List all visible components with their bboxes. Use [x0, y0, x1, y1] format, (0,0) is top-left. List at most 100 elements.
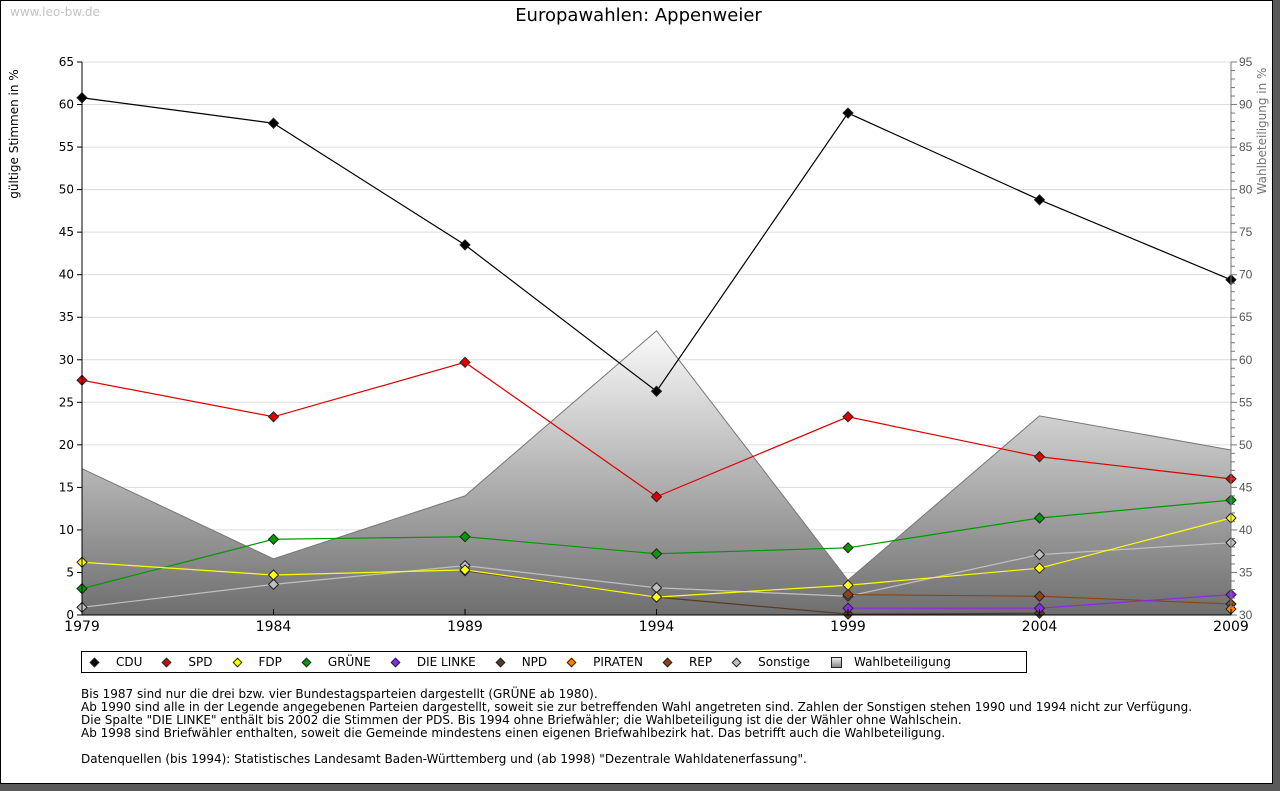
note-line: Die Spalte "DIE LINKE" enthält bis 2002 …: [81, 713, 962, 727]
turnout-area-layer: [81, 330, 1232, 615]
y-right-tick-label: 40: [1239, 523, 1253, 537]
x-tick-label: 1999: [830, 619, 866, 635]
note-line: Datenquellen (bis 1994): Statistisches L…: [81, 752, 807, 766]
legend-label: DIE LINKE: [416, 655, 476, 669]
y-right-tick-label: 85: [1239, 140, 1253, 154]
legend-diamond-icon: [662, 657, 673, 667]
data-point-fdp: [650, 591, 663, 603]
data-point-gr-ne: [650, 548, 663, 560]
data-point-spd: [842, 411, 854, 423]
y-tick-label: 45: [59, 225, 74, 239]
y-tick-label: 10: [59, 523, 74, 537]
y-axis-right-title: Wahlbeteiligung in %: [1255, 68, 1269, 195]
x-tick-label: 1994: [639, 619, 675, 635]
data-point-gr-ne: [267, 533, 280, 545]
legend-item: NPD: [495, 655, 548, 669]
data-point-sonstige: [1033, 548, 1046, 561]
y-tick-label: 55: [59, 140, 74, 154]
x-tick-label: 2009: [1213, 619, 1249, 635]
series-gr-ne: [76, 494, 1237, 595]
legend-diamond-icon: [161, 657, 172, 667]
x-tick-label: 2004: [1022, 619, 1058, 635]
legend-label: NPD: [521, 655, 548, 669]
y-tick-label: 20: [59, 438, 74, 452]
legend-diamond-icon: [566, 657, 577, 667]
series-cdu: [76, 92, 1237, 397]
note-line: Ab 1990 sind alle in der Legende angegeb…: [81, 700, 1193, 714]
legend-item: FDP: [232, 655, 282, 669]
data-point-fdp: [267, 569, 280, 581]
y-right-tick-label: 70: [1239, 268, 1253, 282]
data-point-cdu: [459, 239, 471, 251]
data-point-cdu: [1033, 194, 1046, 206]
legend-label: CDU: [116, 655, 143, 669]
legend-label: Sonstige: [758, 655, 810, 669]
y-tick-label: 25: [59, 395, 74, 409]
y-axis-title: gültige Stimmen in %: [7, 69, 21, 198]
footnotes: Bis 1987 sind nur die drei bzw. vier Bun…: [81, 688, 1192, 766]
axes: 0 5 10 15 20 25 30 35 40 45 50 55 60 65 30 35 40 45 50 55 60…: [59, 55, 1253, 635]
data-point-gr-ne: [842, 542, 854, 554]
y-right-tick-label: 30: [1239, 608, 1253, 622]
y-right-tick-label: 55: [1239, 395, 1253, 409]
legend-item: DIE LINKE: [390, 655, 476, 669]
y-right-tick-label: 60: [1239, 353, 1253, 367]
y-tick-label: 65: [59, 55, 74, 69]
legend-label: GRÜNE: [327, 655, 371, 669]
legend-label: Wahlbeteiligung: [853, 655, 951, 669]
legend-item: SPD: [161, 655, 213, 669]
x-tick-label: 1989: [447, 619, 483, 635]
data-point-rep: [842, 588, 854, 601]
legend-label: REP: [688, 655, 713, 669]
y-right-tick-label: 50: [1239, 438, 1253, 452]
chart-title: Europawahlen: Appenweier: [515, 5, 762, 26]
turnout-area-edge: [81, 330, 1232, 581]
y-right-tick-label: 90: [1239, 98, 1253, 112]
legend-diamond-icon: [89, 657, 100, 667]
legend-item: REP: [662, 655, 713, 669]
x-tick-label: 1979: [64, 619, 100, 635]
y-tick-label: 15: [59, 480, 74, 494]
legend-diamond-icon: [390, 657, 401, 667]
watermark: www.leo-bw.de: [10, 5, 100, 19]
series-spd: [76, 356, 1237, 503]
data-point-spd: [1033, 451, 1046, 463]
series-fdp: [76, 512, 1237, 603]
x-tick-label: 1984: [256, 619, 292, 635]
y-tick-label: 0: [66, 608, 74, 622]
data-point-cdu: [842, 107, 854, 119]
data-point-spd: [650, 491, 663, 503]
y-right-tick-label: 35: [1239, 565, 1253, 579]
data-point-rep: [1033, 590, 1046, 602]
legend-item: PIRATEN: [566, 655, 643, 669]
legend-item: Sonstige: [731, 655, 810, 669]
legend-diamond-icon: [301, 657, 312, 667]
data-point-gr-ne: [459, 531, 471, 543]
legend-label: SPD: [188, 655, 213, 669]
legend-item: Wahlbeteiligung: [830, 655, 951, 669]
chart-canvas: 0 5 10 15 20 25 30 35 40 45 50 55 60 65 30 35 40 45 50 55 60…: [7, 55, 1269, 635]
legend-item: CDU: [89, 655, 143, 669]
legend: CDU SPD FDP GRÜNE DIE LINKE NPD PIRATEN REP Sons…: [81, 651, 1027, 673]
y-right-tick-label: 80: [1239, 183, 1253, 197]
legend-label: PIRATEN: [593, 655, 643, 669]
legend-square-icon: [830, 656, 842, 668]
legend-diamond-icon: [232, 657, 242, 667]
legend-label: FDP: [258, 655, 282, 669]
y-tick-label: 5: [66, 565, 74, 579]
legend-diamond-icon: [731, 657, 742, 667]
note-line: Bis 1987 sind nur die drei bzw. vier Bun…: [81, 687, 598, 701]
y-tick-label: 50: [59, 183, 74, 197]
data-point-fdp: [1033, 562, 1046, 574]
note-line: Ab 1998 sind Briefwähler enthalten, sowe…: [81, 726, 946, 740]
data-point-cdu: [650, 385, 663, 397]
y-tick-label: 35: [59, 310, 74, 324]
legend-diamond-icon: [495, 657, 506, 667]
data-point-sonstige: [267, 578, 280, 591]
data-point-gr-ne: [1033, 512, 1046, 524]
y-tick-label: 30: [59, 353, 74, 367]
data-point-cdu: [267, 117, 280, 129]
turnout-area: [82, 330, 1231, 615]
data-point-fdp: [459, 564, 471, 576]
